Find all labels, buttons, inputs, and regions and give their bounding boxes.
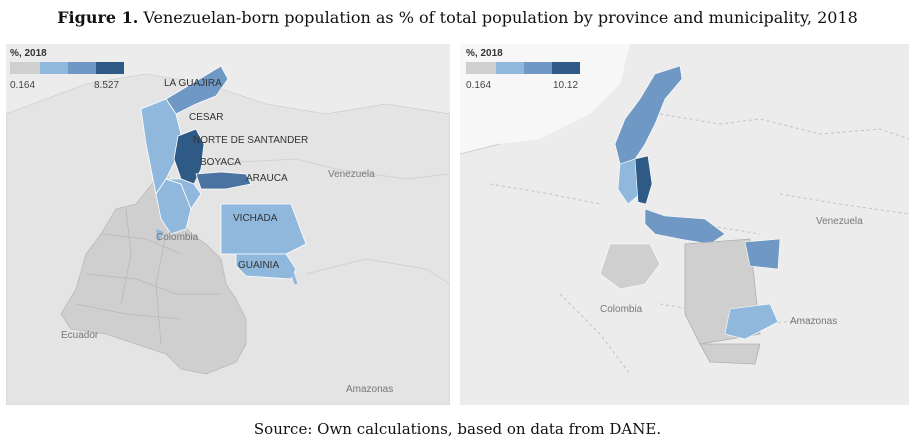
legend-swatch [524,62,552,74]
label-cesar: CESAR [189,112,223,123]
legend-swatch [40,62,68,74]
label-ecuador: Ecuador [61,330,99,341]
region-coast-blue [614,65,683,165]
region-arauca-band [644,208,726,245]
border-line [305,258,450,285]
region-border-dark [634,155,653,205]
legend-min: 0.164 [466,80,491,91]
region-arauca [195,171,252,190]
river-light [289,268,298,285]
border-line [205,158,450,180]
municipality-map-svg: %, 2018 0.164 10.12 Venezuela Colombia A… [460,44,909,375]
label-la-guajira: LA GUAJIRA [164,78,222,89]
legend-swatch [496,62,524,74]
region-vichada [220,203,307,255]
label-venezuela: Venezuela [328,169,375,180]
legend-max: 10.12 [553,80,578,91]
legend-min: 0.164 [10,80,35,91]
label-venezuela: Venezuela [816,216,863,227]
source-note: Source: Own calculations, based on data … [253,420,662,438]
figure-title: Venezuelan-born population as % of total… [143,8,858,27]
legend-max: 8.527 [94,80,119,91]
region-guainia [235,253,297,280]
legend-swatch [466,62,496,74]
region-boyaca [165,178,202,210]
label-amazonas: Amazonas [790,316,837,327]
label-boyaca: BOYACA [200,157,241,168]
region-south-light [724,303,779,340]
label-norte-de-santander: NORTE DE SANTANDER [193,135,308,146]
sea-area [460,44,630,154]
figure-caption: Figure 1. Venezuelan-born population as … [0,8,915,27]
figure-label: Figure 1. [57,8,139,27]
legend-swatch [68,62,96,74]
legend-title: %, 2018 [466,48,503,59]
label-arauca: ARAUCA [246,173,288,184]
region-municipal-grey [599,243,661,290]
label-colombia: Colombia [600,304,643,315]
legend-swatch [96,62,124,74]
region-east-blue [744,238,781,270]
department-borders [75,208,221,345]
label-guainia: GUAINIA [238,260,279,271]
coastline [460,143,501,155]
region-small-light [156,229,164,242]
region-la-guajira [165,65,229,115]
legend-title: %, 2018 [10,48,47,59]
municipality-map: %, 2018 0.164 10.12 Venezuela Colombia A… [460,44,909,405]
region-cesar [140,98,182,196]
region-south-grey [699,343,761,365]
label-colombia: Colombia [156,232,199,243]
municipal-borders [489,113,909,375]
legend-swatch [552,62,580,74]
label-amazonas: Amazonas [346,384,393,395]
label-vichada: VICHADA [233,213,278,224]
province-map: %, 2018 0.164 8.527 LA GUAJIRA CESAR NOR… [6,44,450,405]
legend-swatch [10,62,40,74]
province-map-svg: %, 2018 0.164 8.527 LA GUAJIRA CESAR NOR… [6,48,450,405]
